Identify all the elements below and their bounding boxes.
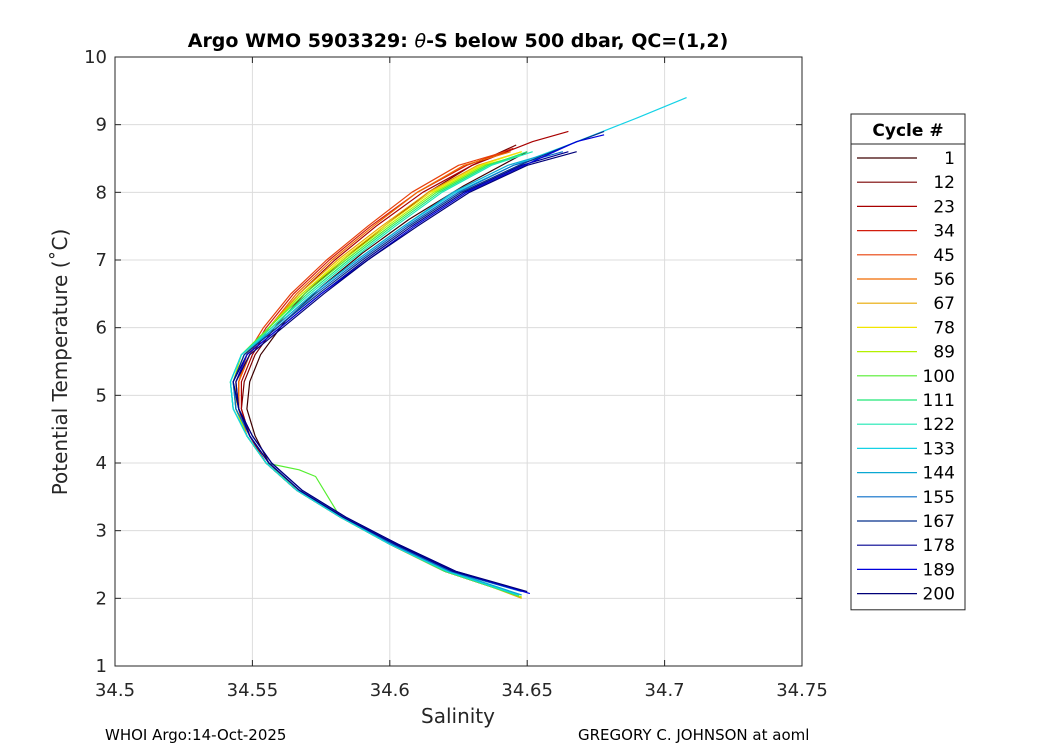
y-tick-label: 8	[96, 182, 107, 203]
y-tick-label: 3	[96, 521, 107, 542]
series-line-cycle-100	[229, 154, 522, 597]
series-line-cycle-200	[235, 151, 577, 593]
x-tick-label: 34.65	[501, 680, 553, 701]
footer-right: GREGORY C. JOHNSON at aoml	[578, 726, 810, 744]
legend-label-34: 34	[933, 222, 955, 242]
legend-label-122: 122	[923, 415, 955, 435]
x-tick-label: 34.6	[370, 680, 410, 701]
series-line-cycle-45	[238, 151, 517, 596]
legend-label-200: 200	[923, 585, 955, 605]
plot-series	[229, 97, 687, 599]
plot-frame	[114, 56, 803, 667]
y-tick-label: 10	[84, 47, 107, 68]
footer-left: WHOI Argo:14-Oct-2025	[105, 726, 287, 744]
legend-label-111: 111	[923, 391, 955, 411]
legend-label-56: 56	[933, 270, 955, 290]
y-tick-label: 6	[96, 318, 107, 339]
y-tick-label: 2	[96, 588, 107, 609]
legend-label-133: 133	[923, 439, 955, 459]
legend-box	[850, 113, 966, 611]
legend-label-167: 167	[923, 512, 955, 532]
legend-label-45: 45	[933, 246, 955, 266]
legend-label-189: 189	[923, 560, 955, 580]
legend-label-100: 100	[923, 367, 955, 387]
x-tick-label: 34.7	[645, 680, 685, 701]
y-tick-label: 9	[96, 115, 107, 136]
y-tick-label: 4	[96, 453, 107, 474]
legend: Cycle #1 12 23 34 45 56 67 78 89 100 111 122 133 144 1…	[850, 113, 966, 611]
x-tick-label: 34.75	[776, 680, 828, 701]
axis-ticks: 34.5 34.55 34.6 34.65 34.7 34.75 1 2 3 4 5 6 7 8 9 10	[84, 47, 828, 701]
legend-label-12: 12	[933, 173, 955, 193]
x-tick-label: 34.55	[227, 680, 279, 701]
legend-label-1: 1	[944, 149, 955, 169]
series-line-cycle-12	[240, 144, 517, 596]
series-line-cycle-34	[238, 147, 517, 596]
legend-label-89: 89	[933, 343, 955, 363]
legend-label-144: 144	[923, 464, 955, 484]
y-axis-label: Potential Temperature (˚C)	[48, 229, 72, 496]
x-axis-label: Salinity	[421, 704, 495, 728]
legend-label-178: 178	[923, 536, 955, 556]
y-tick-label: 5	[96, 385, 107, 406]
series-line-cycle-178	[232, 151, 569, 593]
legend-label-78: 78	[933, 318, 955, 338]
legend-title: Cycle #	[872, 121, 943, 141]
x-tick-label: 34.5	[95, 680, 135, 701]
legend-label-155: 155	[923, 488, 955, 508]
y-tick-label: 7	[96, 250, 107, 271]
y-tick-label: 1	[96, 656, 107, 677]
legend-label-23: 23	[933, 197, 955, 217]
series-line-cycle-67	[235, 151, 522, 599]
legend-label-67: 67	[933, 294, 955, 314]
chart-title: Argo WMO 5903329: θ-S below 500 dbar, QC…	[188, 30, 729, 52]
